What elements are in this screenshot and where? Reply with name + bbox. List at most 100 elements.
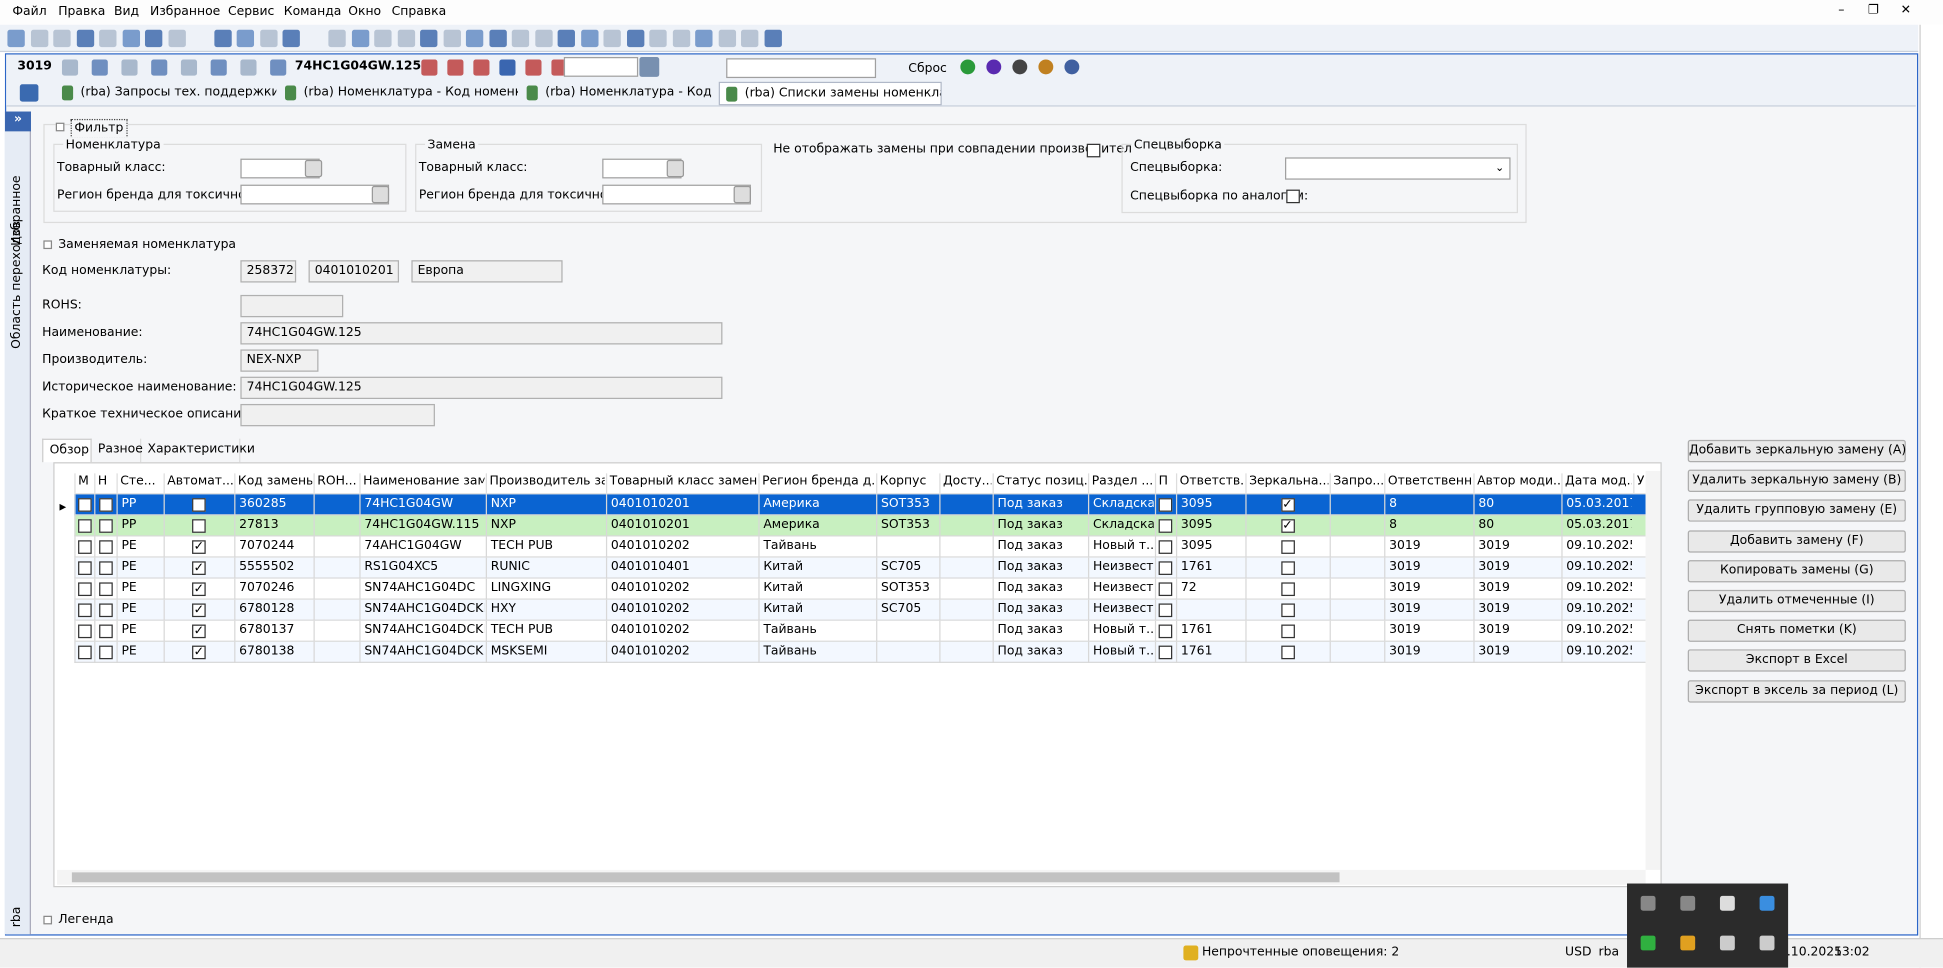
column-header[interactable]: Производитель за... [489, 474, 604, 489]
toolbar-icon[interactable] [465, 29, 484, 48]
checkbox[interactable] [1280, 582, 1295, 597]
toolbar-icon[interactable] [1012, 59, 1028, 75]
action-button[interactable]: Экспорт в Excel [1687, 649, 1906, 673]
checkbox[interactable] [1286, 189, 1300, 204]
menu-item[interactable]: Вид [114, 4, 140, 19]
checkbox[interactable] [1158, 582, 1173, 597]
document-tab[interactable]: (rba) Списки замены номенклатуры [718, 81, 942, 106]
checkbox[interactable] [192, 498, 206, 512]
window-button[interactable]: ✕ [1900, 3, 1912, 18]
toolbar-icon[interactable] [649, 29, 667, 48]
toolbar-icon[interactable] [603, 29, 621, 48]
dropdown[interactable]: ⌄ [1285, 157, 1511, 180]
checkbox[interactable]: ✓ [192, 561, 206, 575]
toolbar-icon[interactable] [99, 29, 117, 48]
toolbar-icon[interactable] [180, 59, 198, 76]
toolbar-icon[interactable] [420, 29, 438, 48]
search-input[interactable] [563, 57, 639, 77]
lookup-button[interactable] [666, 159, 685, 178]
column-header[interactable]: Корпус [879, 474, 927, 489]
toolbar-icon[interactable] [167, 29, 186, 48]
legend-toggle[interactable]: Легенда [58, 913, 114, 927]
column-header[interactable]: Статус позиц... [996, 474, 1087, 489]
toolbar-icon[interactable] [551, 59, 568, 76]
checkbox[interactable] [1158, 561, 1173, 575]
checkbox[interactable] [1280, 645, 1295, 660]
column-header[interactable]: Ответственн... [1387, 474, 1473, 489]
view-tab[interactable]: Характеристики [141, 438, 255, 463]
checkbox[interactable]: ✓ [192, 645, 206, 660]
toolbar-icon[interactable] [525, 59, 542, 76]
tray-icon[interactable] [1719, 935, 1735, 951]
checkbox[interactable] [77, 582, 92, 597]
sidebar-label[interactable]: Область переходов [9, 221, 24, 349]
toolbar-icon[interactable] [499, 59, 516, 76]
toolbar-icon[interactable] [397, 29, 415, 48]
checkbox[interactable] [1280, 540, 1295, 554]
checkbox[interactable]: ✓ [1280, 498, 1295, 512]
action-button[interactable]: Удалить зеркальную замену (B) [1687, 469, 1906, 493]
checkbox[interactable] [98, 561, 113, 575]
checkbox[interactable] [98, 540, 113, 554]
checkbox[interactable] [98, 498, 113, 512]
toolbar-icon[interactable] [421, 59, 438, 76]
checkbox[interactable] [77, 498, 92, 512]
column-header[interactable]: Раздел ... [1091, 474, 1154, 489]
checkbox[interactable]: ✓ [192, 540, 206, 554]
region-input[interactable] [602, 184, 751, 205]
expand-button[interactable]: » [4, 111, 31, 132]
toolbar-icon[interactable] [121, 59, 138, 76]
toolbar-icon[interactable] [557, 29, 575, 48]
menu-item[interactable]: Окно [348, 4, 382, 19]
toolbar-icon[interactable] [442, 29, 461, 48]
column-header[interactable]: П [1158, 474, 1168, 489]
action-button[interactable]: Удалить групповую замену (E) [1687, 499, 1906, 523]
column-header[interactable]: Ответств... [1179, 474, 1245, 489]
checkbox[interactable] [1158, 624, 1173, 639]
reset-button[interactable]: Сброс [908, 61, 947, 76]
search-input[interactable] [726, 58, 877, 79]
toolbar-icon[interactable] [53, 29, 71, 48]
tray-icon[interactable] [1759, 935, 1775, 951]
column-header[interactable]: Сте... [120, 474, 156, 489]
document-tab[interactable]: (rba) Номенклатура - Код номенкл [279, 82, 521, 106]
view-tab[interactable]: Разное [92, 438, 143, 463]
action-button[interactable]: Добавить зеркальную замену (A) [1687, 439, 1906, 463]
column-header[interactable]: Н [97, 474, 108, 489]
checkbox[interactable] [77, 624, 92, 639]
column-header[interactable]: М [78, 474, 89, 489]
column-header[interactable]: Наименование зам... [363, 474, 485, 489]
tab-title[interactable]: (rba) Номенклатура - Код номенкл [303, 85, 518, 100]
tray-icon[interactable] [1680, 935, 1696, 951]
column-header[interactable]: У [1636, 474, 1645, 489]
checkbox[interactable] [77, 540, 92, 554]
grid-row[interactable] [74, 536, 1646, 558]
column-header[interactable]: Товарный класс замены [609, 474, 758, 489]
toolbar-icon[interactable] [473, 59, 490, 76]
toolbar-icon[interactable] [374, 29, 392, 48]
checkbox[interactable] [1158, 540, 1173, 554]
column-header[interactable]: Зеркальна... [1249, 474, 1329, 489]
toolbar-icon[interactable] [282, 29, 300, 48]
grid-row[interactable] [74, 620, 1646, 642]
action-button[interactable]: Копировать замены (G) [1687, 559, 1906, 583]
column-header[interactable]: Дата мод... [1565, 474, 1632, 489]
toolbar-icon[interactable] [30, 29, 48, 48]
toolbar-icon[interactable] [270, 59, 287, 76]
grid-row[interactable] [74, 641, 1646, 663]
toolbar-icon[interactable] [986, 59, 1002, 75]
view-tab-label[interactable]: Обзор [49, 443, 90, 458]
tray-icon[interactable] [1680, 895, 1696, 911]
toolbar-icon[interactable] [672, 29, 690, 48]
checkbox[interactable] [1158, 645, 1173, 660]
menu-item[interactable]: Правка [58, 4, 106, 19]
column-header[interactable]: Досту... [943, 474, 992, 489]
checkbox[interactable] [98, 603, 113, 618]
checkbox[interactable] [77, 645, 92, 660]
checkbox[interactable] [192, 519, 206, 533]
toolbar-icon[interactable] [259, 29, 277, 48]
checkbox[interactable]: ✓ [192, 603, 206, 618]
region-input[interactable] [240, 184, 390, 205]
tab-title[interactable]: (rba) Номенклатура - Код номенкл [545, 85, 716, 100]
toolbar-icon[interactable] [151, 59, 168, 76]
